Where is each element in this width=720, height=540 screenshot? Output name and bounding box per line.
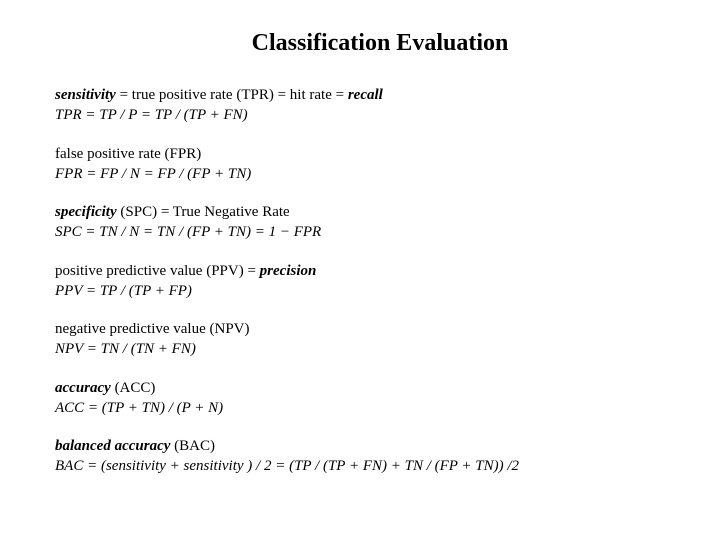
specificity-term: specificity xyxy=(55,204,117,220)
bac-term: balanced accuracy xyxy=(55,438,170,454)
ppv-pre: positive predictive value (PPV) = xyxy=(55,263,260,279)
sensitivity-mid: = true positive rate (TPR) = hit rate = xyxy=(116,87,348,103)
bac-formula: BAC = (sensitivity + sensitivity ) / 2 =… xyxy=(55,456,665,476)
fpr-block: false positive rate (FPR) FPR = FP / N =… xyxy=(55,144,665,185)
sensitivity-term: sensitivity xyxy=(55,87,116,103)
accuracy-block: accuracy (ACC) ACC = (TP + TN) / (P + N) xyxy=(55,378,665,419)
accuracy-formula: ACC = (TP + TN) / (P + N) xyxy=(55,398,665,418)
recall-term: recall xyxy=(348,87,383,103)
bac-block: balanced accuracy (BAC) BAC = (sensitivi… xyxy=(55,436,665,477)
specificity-formula: SPC = TN / N = TN / (FP + TN) = 1 − FPR xyxy=(55,222,665,242)
accuracy-post: (ACC) xyxy=(111,380,156,396)
fpr-line1: false positive rate (FPR) xyxy=(55,144,665,164)
accuracy-term: accuracy xyxy=(55,380,111,396)
sensitivity-line1: sensitivity = true positive rate (TPR) =… xyxy=(55,85,665,105)
ppv-line1: positive predictive value (PPV) = precis… xyxy=(55,261,665,281)
specificity-post: (SPC) = True Negative Rate xyxy=(117,204,290,220)
bac-line1: balanced accuracy (BAC) xyxy=(55,436,665,456)
bac-post: (BAC) xyxy=(170,438,215,454)
fpr-formula: FPR = FP / N = FP / (FP + TN) xyxy=(55,164,665,184)
specificity-block: specificity (SPC) = True Negative Rate S… xyxy=(55,202,665,243)
npv-line1: negative predictive value (NPV) xyxy=(55,319,665,339)
sensitivity-formula: TPR = TP / P = TP / (TP + FN) xyxy=(55,105,665,125)
npv-formula: NPV = TN / (TN + FN) xyxy=(55,339,665,359)
accuracy-line1: accuracy (ACC) xyxy=(55,378,665,398)
page-title: Classification Evaluation xyxy=(95,30,665,57)
npv-block: negative predictive value (NPV) NPV = TN… xyxy=(55,319,665,360)
specificity-line1: specificity (SPC) = True Negative Rate xyxy=(55,202,665,222)
sensitivity-block: sensitivity = true positive rate (TPR) =… xyxy=(55,85,665,126)
ppv-block: positive predictive value (PPV) = precis… xyxy=(55,261,665,302)
ppv-formula: PPV = TP / (TP + FP) xyxy=(55,281,665,301)
precision-term: precision xyxy=(260,263,317,279)
